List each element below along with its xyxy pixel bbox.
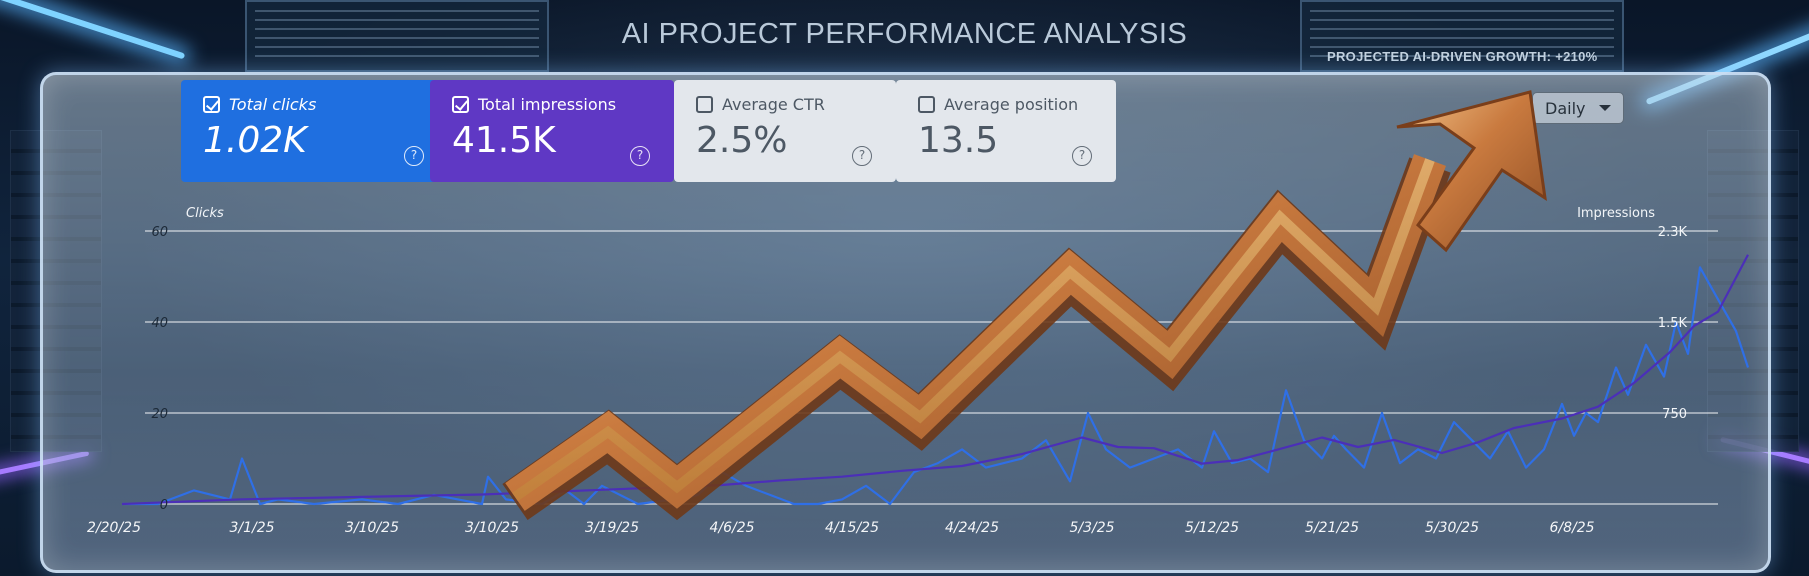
x-axis-tick-label: 2/20/25 xyxy=(87,520,141,536)
checkbox-unchecked-icon[interactable] xyxy=(918,96,935,113)
metric-value: 2.5% xyxy=(696,120,788,161)
period-dropdown-value: Daily xyxy=(1545,99,1586,118)
x-axis-tick-label: 4/6/25 xyxy=(709,520,754,536)
left-axis-tick-label: 0 xyxy=(160,498,168,513)
growth-projection-note: PROJECTED AI-DRIVEN GROWTH: +210% xyxy=(1327,49,1598,64)
x-axis-tick-label: 4/15/25 xyxy=(825,520,879,536)
period-dropdown[interactable]: Daily xyxy=(1532,92,1624,124)
metric-label: Total clicks xyxy=(229,95,317,114)
x-axis-tick-label: 5/30/25 xyxy=(1425,520,1479,536)
right-axis-tick-label: 1.5K xyxy=(1658,316,1688,331)
metric-label: Average position xyxy=(944,95,1079,114)
right-axis-title: Impressions xyxy=(1577,206,1655,221)
checkbox-unchecked-icon[interactable] xyxy=(696,96,713,113)
metric-tile-average-ctr[interactable]: Average CTR 2.5% ? xyxy=(674,80,896,182)
left-axis-tick-label: 20 xyxy=(151,407,168,422)
help-icon[interactable]: ? xyxy=(404,146,424,166)
metric-value: 1.02K xyxy=(203,120,307,161)
page-title: AI PROJECT PERFORMANCE ANALYSIS xyxy=(621,18,1188,50)
checkbox-checked-icon[interactable] xyxy=(452,96,469,113)
metric-tile-total-clicks[interactable]: Total clicks 1.02K ? xyxy=(181,80,448,182)
x-axis-tick-label: 3/10/25 xyxy=(345,520,399,536)
checkbox-checked-icon[interactable] xyxy=(203,96,220,113)
right-axis-tick-label: 2.3K xyxy=(1658,225,1688,240)
x-axis-tick-label: 3/1/25 xyxy=(229,520,274,536)
metric-label: Total impressions xyxy=(478,95,617,114)
help-icon[interactable]: ? xyxy=(1072,146,1092,166)
left-axis-title: Clicks xyxy=(186,206,224,221)
help-icon[interactable]: ? xyxy=(630,146,650,166)
left-axis-tick-label: 40 xyxy=(151,316,168,331)
background-monitor-left xyxy=(245,0,549,72)
growth-arrow-decoration xyxy=(502,90,1547,521)
x-axis-tick-label: 3/19/25 xyxy=(585,520,639,536)
metric-label: Average CTR xyxy=(722,95,825,114)
left-axis-tick-label: 60 xyxy=(151,225,168,240)
metric-tile-average-position[interactable]: Average position 13.5 ? xyxy=(896,80,1116,182)
x-axis-tick-label: 5/21/25 xyxy=(1305,520,1359,536)
metric-tile-total-impressions[interactable]: Total impressions 41.5K ? xyxy=(430,80,674,182)
help-icon[interactable]: ? xyxy=(852,146,872,166)
chevron-down-icon xyxy=(1599,105,1611,111)
right-axis-tick-label: 750 xyxy=(1662,407,1687,422)
x-axis-tick-label: 5/3/25 xyxy=(1069,520,1114,536)
x-axis-tick-label: 3/10/25 xyxy=(465,520,519,536)
x-axis-tick-label: 5/12/25 xyxy=(1185,520,1239,536)
metric-value: 41.5K xyxy=(452,120,556,161)
metric-value: 13.5 xyxy=(918,120,999,161)
x-axis-tick-label: 6/8/25 xyxy=(1549,520,1594,536)
x-axis-tick-label: 4/24/25 xyxy=(945,520,999,536)
background-monitor-right xyxy=(1300,0,1624,72)
series-line-clicks xyxy=(122,266,1750,506)
